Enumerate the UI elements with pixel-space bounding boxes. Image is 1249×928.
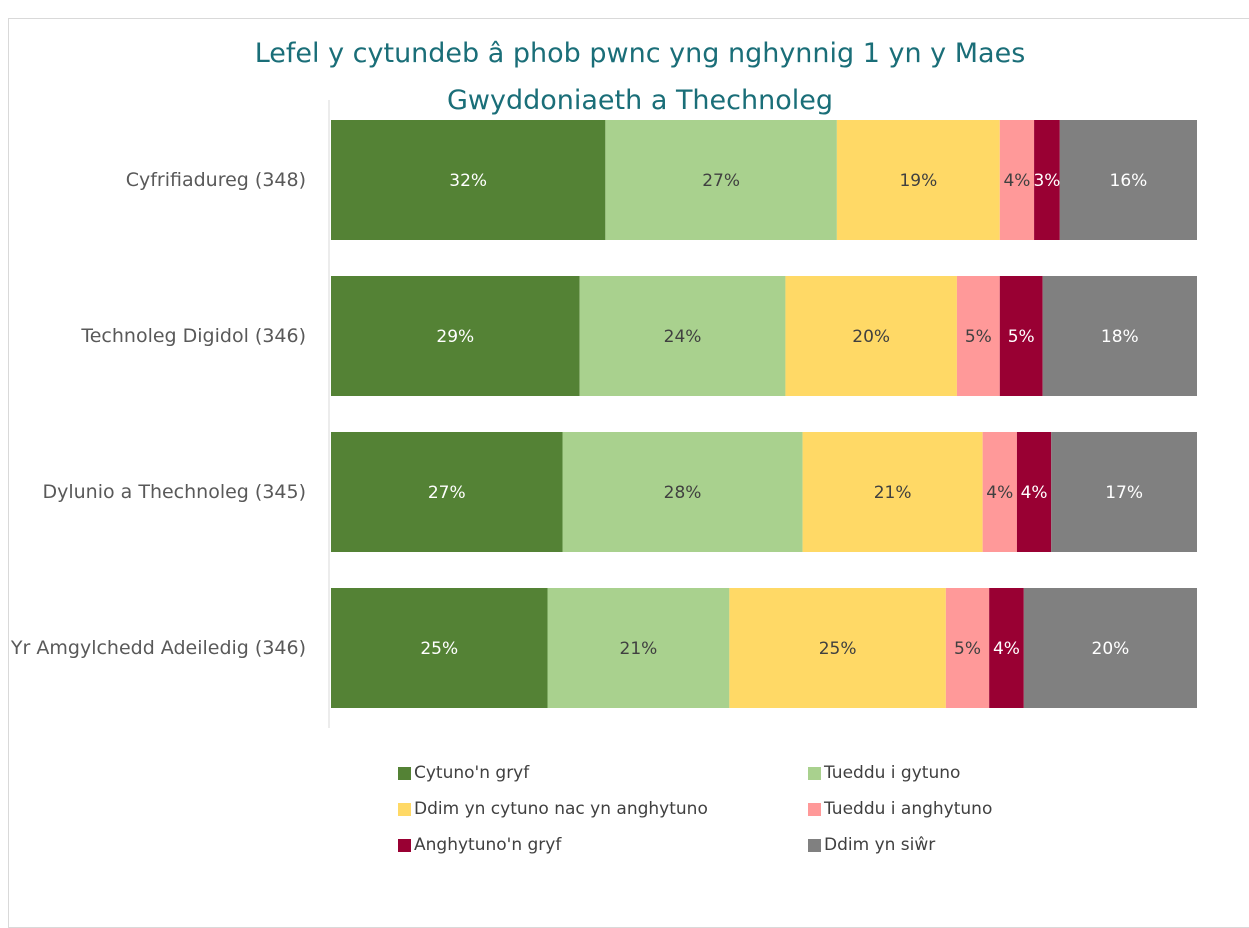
bar-segment — [562, 432, 803, 552]
bar-segment — [1042, 276, 1197, 396]
bar-segment — [1023, 588, 1197, 708]
value-label: 19% — [899, 171, 937, 191]
value-label: 17% — [1105, 483, 1143, 503]
value-label: 4% — [1003, 171, 1030, 191]
legend-entry: Ddim yn siŵr — [808, 835, 935, 855]
value-label: 5% — [954, 639, 981, 659]
legend-entry: Cytuno'n gryf — [398, 763, 529, 783]
value-label: 3% — [1033, 171, 1060, 191]
category-label: Yr Amgylchedd Adeiledig (346) — [10, 637, 306, 659]
bar-segment — [579, 276, 786, 396]
value-label: 20% — [852, 327, 890, 347]
value-label: 32% — [449, 171, 487, 191]
legend-swatch — [808, 767, 821, 780]
legend-swatch — [398, 803, 411, 816]
bar-segment — [999, 276, 1043, 396]
value-label: 18% — [1101, 327, 1139, 347]
category-label: Dylunio a Thechnoleg (345) — [42, 481, 306, 503]
value-label: 5% — [1008, 327, 1035, 347]
bar-segment — [982, 432, 1017, 552]
value-label: 27% — [428, 483, 466, 503]
value-label: 5% — [965, 327, 992, 347]
bar-segment — [1059, 120, 1197, 240]
value-label: 27% — [702, 171, 740, 191]
value-label: 4% — [1021, 483, 1048, 503]
bar-segment — [1016, 432, 1052, 552]
value-label: 20% — [1092, 639, 1130, 659]
legend-swatch — [808, 839, 821, 852]
bar-segment — [802, 432, 983, 552]
bar-segment — [331, 120, 606, 240]
bar-segment — [999, 120, 1035, 240]
value-label: 24% — [664, 327, 702, 347]
bar-segment — [785, 276, 957, 396]
chart-title: Lefel y cytundeb â phob pwnc yng nghynni… — [254, 38, 1026, 116]
bar-segment — [1051, 432, 1197, 552]
value-label: 21% — [874, 483, 912, 503]
legend-swatch — [398, 767, 411, 780]
category-label: Cyfrifiadureg (348) — [125, 169, 306, 191]
bar-segment — [331, 276, 580, 396]
bar-segment — [331, 588, 548, 708]
bar-segment — [1034, 120, 1060, 240]
value-label: 4% — [993, 639, 1020, 659]
value-label: 25% — [819, 639, 857, 659]
legend-swatch — [808, 803, 821, 816]
bar-segment — [729, 588, 946, 708]
value-label: 16% — [1110, 171, 1148, 191]
value-label: 25% — [420, 639, 458, 659]
value-label: 21% — [620, 639, 658, 659]
bar-segment — [956, 276, 1000, 396]
bar-segment — [836, 120, 1000, 240]
value-label: 29% — [436, 327, 474, 347]
bar-segment — [989, 588, 1024, 708]
legend-swatch — [398, 839, 411, 852]
bar-segment — [945, 588, 990, 708]
legend-entry: Ddim yn cytuno nac yn anghytuno — [398, 799, 708, 819]
bar-segment — [547, 588, 730, 708]
category-label: Technoleg Digidol (346) — [81, 325, 306, 347]
value-label: 4% — [986, 483, 1013, 503]
value-label: 28% — [664, 483, 702, 503]
legend-entry: Tueddu i gytuno — [808, 763, 960, 783]
bar-segment — [605, 120, 837, 240]
legend-entry: Anghytuno'n gryf — [398, 835, 561, 855]
legend-entry: Tueddu i anghytuno — [808, 799, 992, 819]
bar-segment — [331, 432, 563, 552]
